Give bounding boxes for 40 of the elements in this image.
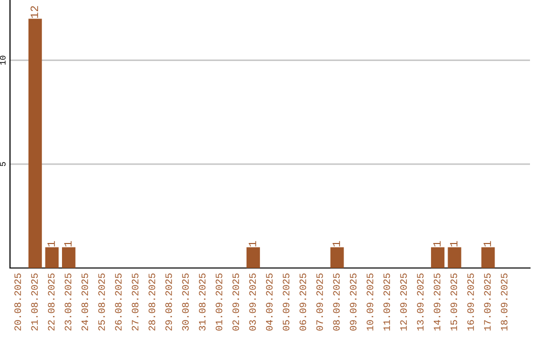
x-tick-label: 16.09.2025 [467,273,474,331]
x-tick-label: 02.09.2025 [232,273,240,331]
x-tick-label: 28.08.2025 [148,273,156,331]
x-tick-label: 31.08.2025 [198,273,206,331]
data-label: 1 [332,241,340,246]
x-tick-label: 26.08.2025 [115,273,122,331]
x-tick-label: 10.09.2025 [366,273,374,331]
y-tick-label: 5 [0,162,6,166]
x-tick-label: 12.09.2025 [400,273,407,331]
data-label: 1 [433,241,441,246]
x-tick-label: 27.08.2025 [132,273,138,331]
x-tick-label: 24.08.2025 [81,273,88,331]
x-tick-label: 21.08.2025 [31,273,38,331]
x-tick-label: 20.08.2025 [14,273,21,331]
x-tick-label: 18.09.2025 [500,273,508,331]
data-label: 1 [484,241,491,246]
data-label: 12 [30,6,38,18]
x-tick-label: 22.08.2025 [48,273,55,331]
x-tick-label: 13.09.2025 [416,273,424,331]
data-label: 1 [64,241,72,246]
x-tick-label: 04.09.2025 [266,273,273,331]
y-tick-label: 10 [0,56,6,65]
x-tick-label: 06.09.2025 [300,273,306,331]
x-tick-label: 29.08.2025 [165,273,172,331]
x-tick-label: 14.09.2025 [434,273,440,331]
x-tick-label: 01.09.2025 [216,273,222,331]
x-tick-label: 25.08.2025 [98,273,105,331]
x-tick-label: 05.09.2025 [282,273,290,331]
x-tick-label: 07.09.2025 [316,273,323,331]
x-tick-label: 09.09.2025 [350,273,356,331]
x-tick-label: 08.09.2025 [333,273,340,331]
x-tick-label: 23.08.2025 [64,273,72,331]
x-tick-label: 30.08.2025 [182,273,189,331]
x-tick-label: 15.09.2025 [450,273,458,331]
x-tick-label: 11.09.2025 [383,273,390,331]
data-label: 1 [47,241,55,246]
data-label: 1 [248,241,256,246]
data-label: 1 [450,241,458,246]
x-tick-label: 03.09.2025 [249,273,256,331]
x-tick-label: 17.09.2025 [484,273,491,331]
